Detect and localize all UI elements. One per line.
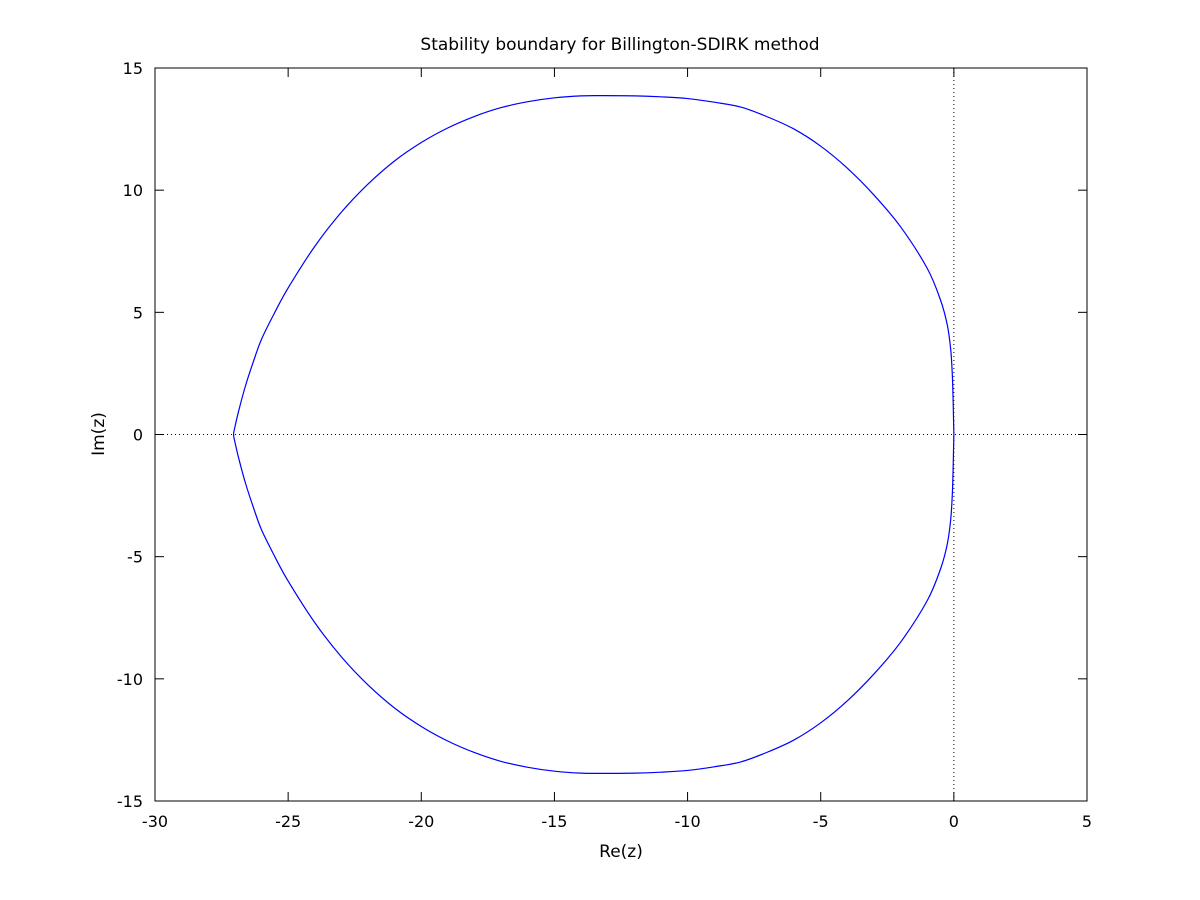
y-tick-label: 10	[123, 181, 143, 200]
x-tick-label: -10	[675, 812, 701, 831]
y-tick-label: 0	[133, 426, 143, 445]
y-tick-label: -10	[117, 670, 143, 689]
x-tick-label: -15	[541, 812, 567, 831]
x-tick-label: 0	[949, 812, 959, 831]
y-tick-label: 15	[123, 59, 143, 78]
y-tick-label: -15	[117, 792, 143, 811]
y-tick-label: 5	[133, 303, 143, 322]
x-tick-label: -5	[813, 812, 829, 831]
stability-boundary-line-0	[232, 94, 955, 775]
x-axis-label: Re(z)	[599, 842, 643, 862]
plot-data	[232, 94, 955, 775]
axis-ticks: -30 -25 -20 -15 -10 -5 0 5 -15 -10 -5 0 5 10 15	[117, 59, 1092, 831]
reference-lines	[155, 68, 1087, 801]
y-tick-label: -5	[127, 548, 143, 567]
x-tick-label: 5	[1082, 812, 1092, 831]
x-tick-label: -20	[408, 812, 434, 831]
x-tick-label: -25	[275, 812, 301, 831]
chart-title: Stability boundary for Billington-SDIRK …	[420, 35, 819, 55]
y-axis-label: Im(z)	[89, 412, 109, 456]
x-tick-label: -30	[142, 812, 168, 831]
